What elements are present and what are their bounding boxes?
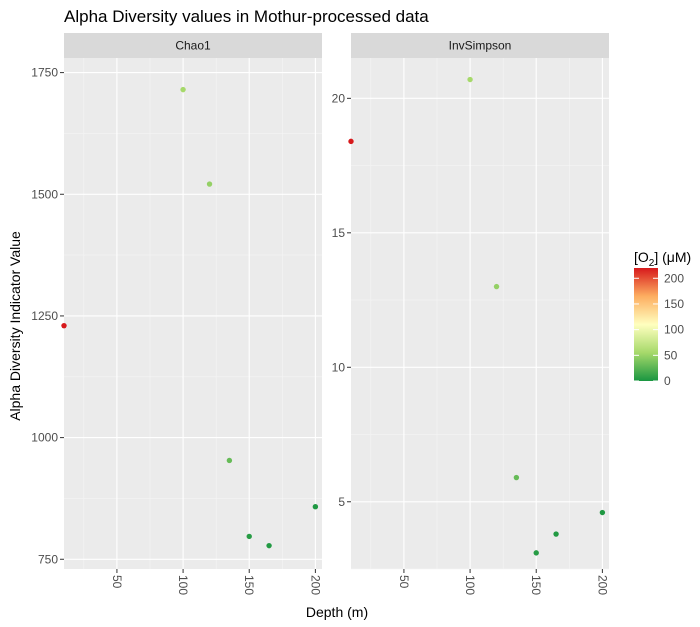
x-tick-label: 200 xyxy=(308,575,322,595)
y-tick-label: 1500 xyxy=(31,187,58,201)
y-tick-label: 15 xyxy=(332,226,346,240)
panel-chao1: Chao1 750 1000 1250 1500 1750 50 100 150 200 xyxy=(31,33,322,595)
data-point xyxy=(599,509,606,516)
y-tick-label: 750 xyxy=(38,552,58,566)
y-tick-label: 1250 xyxy=(31,309,58,323)
chart-title: Alpha Diversity values in Mothur-process… xyxy=(64,7,429,26)
data-point xyxy=(553,531,559,537)
data-point xyxy=(61,322,67,329)
data-point xyxy=(513,474,520,481)
legend-tick-label: 150 xyxy=(664,297,684,311)
legend-tick-label: 200 xyxy=(664,271,684,285)
data-point xyxy=(533,550,539,556)
panel-invsimpson: InvSimpson 5 10 15 20 50 100 150 200 xyxy=(332,33,609,595)
y-tick-label: 10 xyxy=(332,360,346,374)
x-tick-label: 50 xyxy=(110,575,124,589)
legend-title-suffix: ] (μM) xyxy=(654,249,691,265)
legend-tick-label: 100 xyxy=(664,323,684,337)
x-tick-label: 50 xyxy=(397,575,411,589)
x-tick-label: 100 xyxy=(176,575,190,595)
strip-background xyxy=(64,33,322,58)
data-point xyxy=(180,86,186,93)
data-point xyxy=(206,181,213,187)
x-tick-label: 150 xyxy=(242,575,256,595)
strip-label: Chao1 xyxy=(175,39,211,53)
data-point xyxy=(226,457,233,464)
y-tick-label: 1750 xyxy=(31,66,58,80)
x-tick-label: 200 xyxy=(595,575,609,595)
data-point xyxy=(266,542,272,549)
x-tick-label: 100 xyxy=(463,575,477,595)
y-tick-label: 20 xyxy=(332,91,346,105)
legend-colorbar xyxy=(634,268,658,381)
x-axis-title: Depth (m) xyxy=(306,604,368,620)
y-tick-label: 1000 xyxy=(31,431,58,445)
y-tick-label: 5 xyxy=(338,495,345,509)
panel-background xyxy=(351,58,609,569)
x-tick-label: 150 xyxy=(529,575,543,595)
legend: [O2] (μM) 200 150 100 50 0 xyxy=(634,249,691,388)
legend-tick-label: 50 xyxy=(664,348,678,362)
legend-title: [O2] (μM) xyxy=(634,249,691,269)
data-point xyxy=(493,283,500,290)
strip-background xyxy=(351,33,609,58)
panel-background xyxy=(64,58,322,569)
legend-title-subscript: 2 xyxy=(649,258,655,269)
y-axis-title: Alpha Diversity Indicator Value xyxy=(7,231,23,421)
data-point xyxy=(348,138,354,145)
data-point xyxy=(246,533,252,540)
legend-tick-label: 0 xyxy=(664,374,671,388)
data-point xyxy=(312,504,319,510)
strip-label: InvSimpson xyxy=(449,39,512,53)
legend-title-prefix: [O xyxy=(634,249,649,265)
data-point xyxy=(467,76,473,83)
